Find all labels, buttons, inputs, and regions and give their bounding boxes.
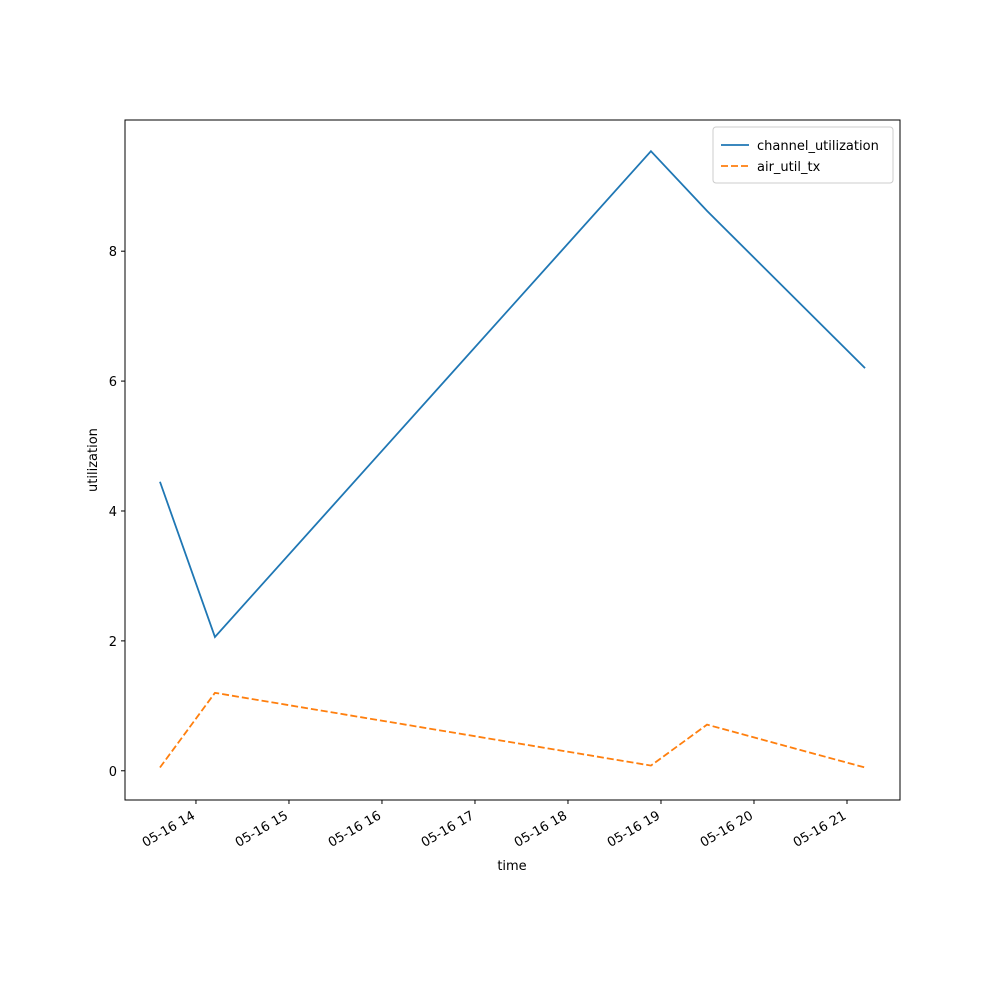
y-tick-label: 6 [109, 375, 117, 390]
series-line [159, 149, 866, 639]
plot-frame [124, 119, 901, 801]
y-axis-label: utilization [86, 428, 101, 492]
x-tick-label: 05-16 16 [326, 808, 384, 850]
x-tick-label: 05-16 17 [419, 808, 477, 850]
legend-label: air_util_tx [757, 160, 821, 175]
x-tick-label: 05-16 18 [512, 808, 570, 850]
y-tick-label: 0 [109, 765, 117, 780]
legend-label: channel_utilization [757, 139, 879, 154]
x-axis-label: time [497, 859, 526, 874]
x-tick-label: 05-16 14 [140, 808, 198, 850]
series-line [159, 691, 866, 769]
x-tick-label: 05-16 19 [605, 808, 663, 850]
x-tick-label: 05-16 20 [698, 808, 756, 850]
y-tick-label: 4 [109, 505, 117, 520]
x-tick-label: 05-16 21 [791, 808, 849, 850]
legend-box [712, 126, 894, 184]
y-tick-label: 2 [109, 635, 117, 650]
y-tick-label: 8 [109, 245, 117, 260]
x-tick-label: 05-16 15 [233, 808, 291, 850]
